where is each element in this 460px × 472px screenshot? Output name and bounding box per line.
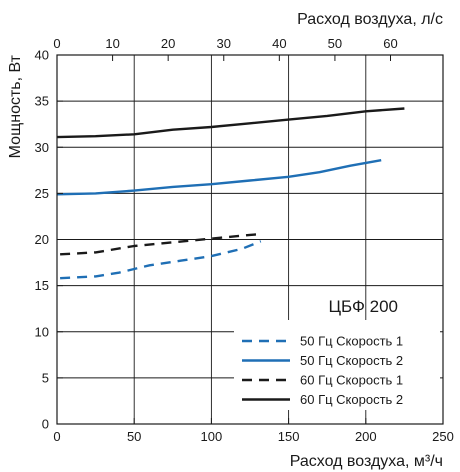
tick-labels: 0 50 100 150 200 250 0 5 10 15 20 25 30 35 40 0 10 20 30 40… [35, 36, 454, 444]
y-tick-label: 10 [35, 324, 49, 339]
x-tick-label: 250 [432, 429, 454, 444]
x-tick-label: 0 [53, 429, 60, 444]
x2-tick-label: 10 [105, 36, 119, 51]
series-line-1 [60, 240, 262, 280]
y-tick-label: 35 [35, 94, 49, 109]
x-tick-label: 50 [127, 429, 141, 444]
y-tick-label: 30 [35, 140, 49, 155]
legend-label-4: 60 Гц Скорость 2 [300, 392, 403, 407]
x2-axis-title: Расход воздуха, л/с [297, 11, 443, 28]
y-tick-label: 5 [42, 370, 49, 385]
y-axis-title: Мощность, Вт [7, 54, 24, 158]
legend-label-2: 50 Гц Скорость 2 [300, 353, 403, 368]
x2-tick-label: 40 [272, 36, 286, 51]
legend: ЦБФ 200 50 Гц Скорость 1 50 Гц Скорость 2… [234, 297, 440, 410]
x2-tick-label: 20 [161, 36, 175, 51]
y-tick-label: 0 [42, 417, 49, 432]
series-line-4 [56, 107, 405, 139]
series-line-3 [60, 232, 263, 256]
x-tick-label: 200 [355, 429, 377, 444]
x-tick-label: 100 [201, 429, 223, 444]
x-tick-label: 150 [278, 429, 300, 444]
x2-tick-label: 50 [328, 36, 342, 51]
series-lines [56, 107, 405, 280]
chart-title: ЦБФ 200 [328, 297, 398, 316]
x2-tick-label: 0 [53, 36, 60, 51]
series-line-2 [56, 159, 382, 196]
x2-tick-label: 60 [383, 36, 397, 51]
y-tick-label: 25 [35, 186, 49, 201]
grid [57, 55, 443, 424]
y-tick-label: 40 [35, 48, 49, 63]
y-tick-label: 15 [35, 278, 49, 293]
legend-label-1: 50 Гц Скорость 1 [300, 334, 403, 349]
legend-background [234, 320, 440, 410]
legend-label-3: 60 Гц Скорость 1 [300, 373, 403, 388]
legend-items: 50 Гц Скорость 1 50 Гц Скорость 2 60 Гц Ск… [242, 334, 403, 407]
tick-marks [56, 54, 444, 425]
x-axis-title: Расход воздуха, м³/ч [290, 453, 443, 470]
y-tick-label: 20 [35, 232, 49, 247]
x2-tick-label: 30 [217, 36, 231, 51]
